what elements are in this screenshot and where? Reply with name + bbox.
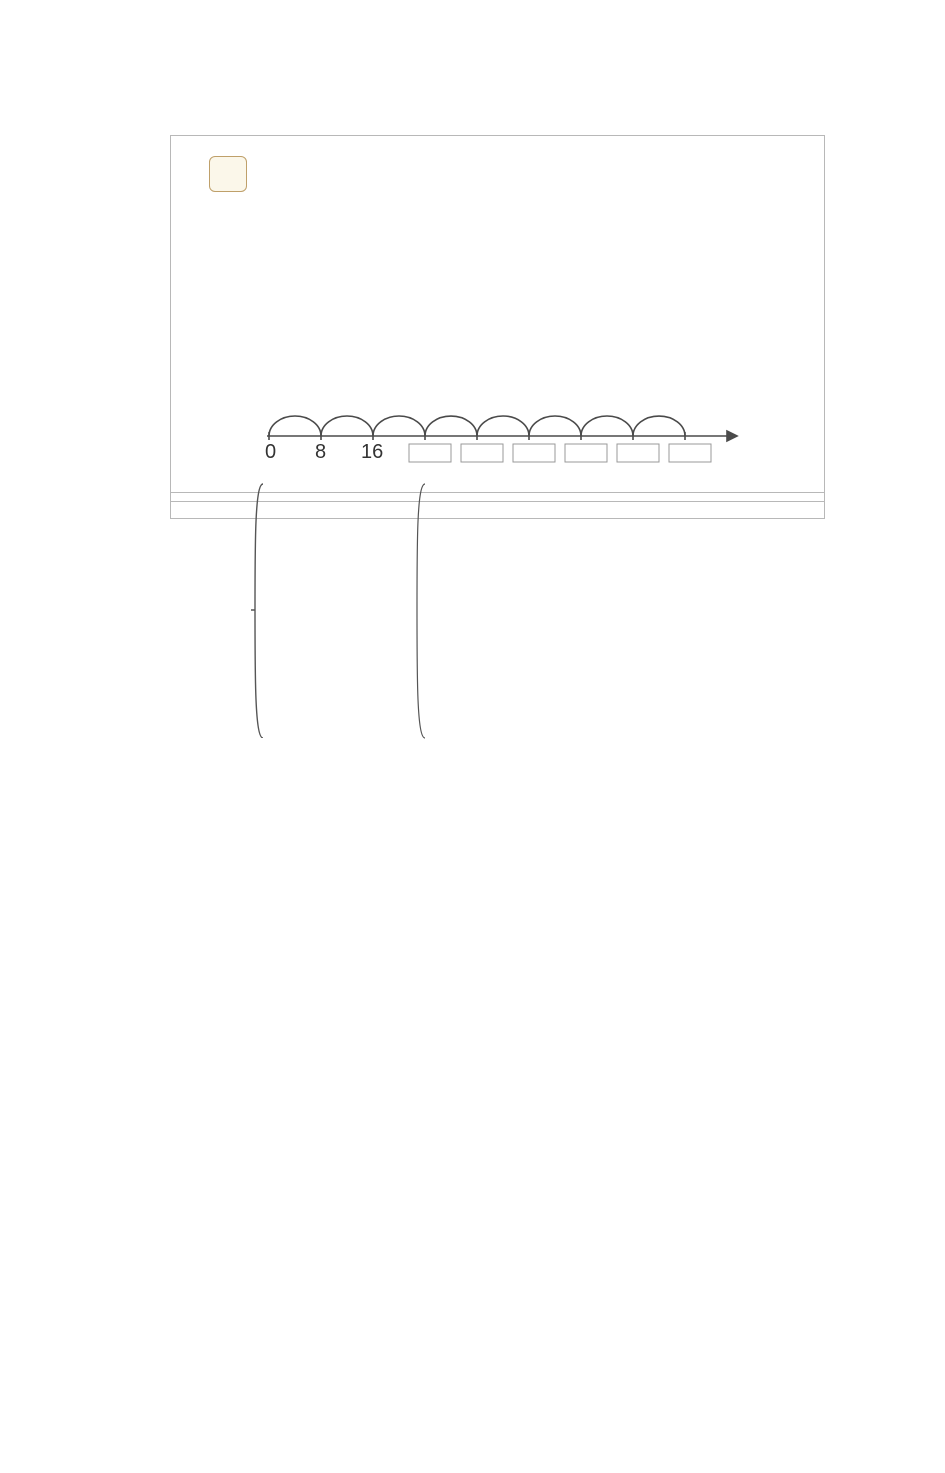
exam-content: 0 8 16 — [171, 136, 824, 492]
numline-16: 16 — [361, 441, 383, 463]
debate-questions — [171, 501, 824, 518]
debate-heading — [171, 492, 824, 501]
number-line: 0 8 16 — [257, 396, 806, 474]
illustration — [199, 152, 806, 402]
card-2 — [209, 156, 247, 192]
mid-left-brace-icon — [415, 482, 429, 740]
numline-8: 8 — [315, 441, 326, 463]
left-brace-icon — [251, 482, 265, 738]
exam-box: 0 8 16 — [170, 135, 825, 519]
numline-0: 0 — [265, 441, 276, 463]
page: 0 8 16 — [0, 135, 945, 1473]
marching-band-icon — [279, 152, 739, 402]
number-line-svg: 0 8 16 — [257, 396, 757, 466]
